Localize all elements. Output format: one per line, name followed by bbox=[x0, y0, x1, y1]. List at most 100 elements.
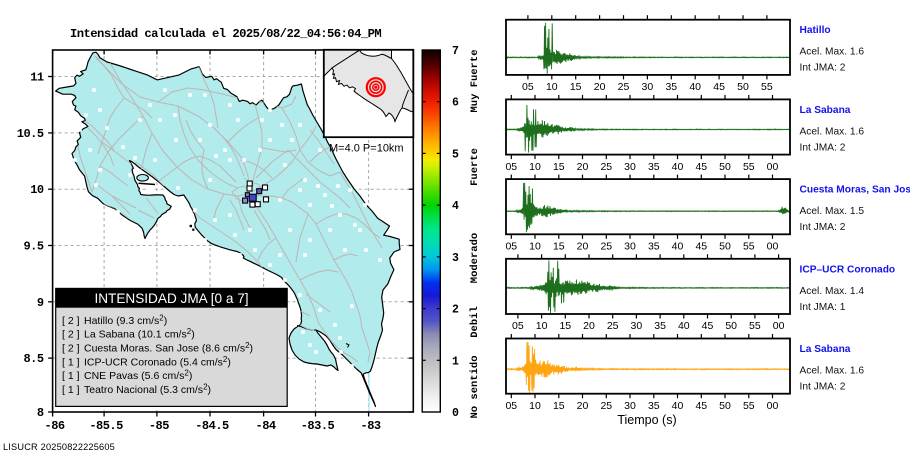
svg-text:Hatillo (9.3 cm/s2): Hatillo (9.3 cm/s2) bbox=[84, 313, 167, 327]
svg-text:05: 05 bbox=[505, 241, 517, 253]
svg-text:-85.5: -85.5 bbox=[89, 419, 123, 433]
svg-text:35: 35 bbox=[648, 161, 660, 173]
svg-text:20: 20 bbox=[577, 400, 589, 412]
svg-text:10: 10 bbox=[529, 241, 541, 253]
svg-text:50: 50 bbox=[719, 241, 731, 253]
svg-text:15: 15 bbox=[570, 81, 582, 93]
svg-text:50: 50 bbox=[719, 161, 731, 173]
svg-text:Fuerte: Fuerte bbox=[469, 148, 481, 186]
svg-text:Acel. Max. 1.6: Acel. Max. 1.6 bbox=[800, 126, 865, 137]
svg-text:25: 25 bbox=[600, 241, 612, 253]
svg-text:[ 1 ]: [ 1 ] bbox=[62, 384, 80, 396]
svg-text:La Sabana (10.1 cm/s2): La Sabana (10.1 cm/s2) bbox=[84, 327, 195, 341]
svg-text:10: 10 bbox=[30, 183, 44, 197]
svg-text:Moderado: Moderado bbox=[469, 233, 481, 283]
svg-text:-84: -84 bbox=[256, 419, 276, 433]
svg-text:10.5: 10.5 bbox=[17, 127, 44, 141]
svg-text:9.5: 9.5 bbox=[23, 240, 43, 254]
svg-text:Cuesta Moras. San Jose (8.6 cm: Cuesta Moras. San Jose (8.6 cm/s2) bbox=[84, 341, 253, 355]
svg-text:55: 55 bbox=[749, 320, 761, 332]
svg-text:05: 05 bbox=[512, 320, 524, 332]
svg-text:25: 25 bbox=[600, 400, 612, 412]
svg-text:55: 55 bbox=[743, 161, 755, 173]
svg-text:55: 55 bbox=[743, 241, 755, 253]
svg-text:15: 15 bbox=[553, 241, 565, 253]
svg-text:Hatillo: Hatillo bbox=[800, 25, 831, 36]
svg-text:Int JMA: 1: Int JMA: 1 bbox=[800, 302, 846, 313]
svg-text:Int JMA: 2: Int JMA: 2 bbox=[800, 382, 846, 393]
svg-text:05: 05 bbox=[522, 81, 534, 93]
svg-text:40: 40 bbox=[689, 81, 701, 93]
svg-text:Tiempo (s): Tiempo (s) bbox=[617, 413, 676, 427]
svg-text:ICP-UCR Coronado (5.4 cm/s2): ICP-UCR Coronado (5.4 cm/s2) bbox=[84, 355, 231, 369]
svg-text:6: 6 bbox=[452, 97, 459, 110]
svg-text:50: 50 bbox=[737, 81, 749, 93]
svg-text:15: 15 bbox=[553, 161, 565, 173]
svg-text:No sentido: No sentido bbox=[469, 355, 481, 418]
svg-text:-84.5: -84.5 bbox=[195, 419, 229, 433]
svg-text:10: 10 bbox=[529, 161, 541, 173]
svg-text:30: 30 bbox=[624, 400, 636, 412]
svg-text:5: 5 bbox=[452, 148, 459, 161]
svg-text:55: 55 bbox=[743, 400, 755, 412]
svg-text:-83: -83 bbox=[361, 419, 381, 433]
svg-text:35: 35 bbox=[648, 241, 660, 253]
svg-text:45: 45 bbox=[695, 400, 707, 412]
svg-text:00: 00 bbox=[767, 161, 779, 173]
svg-text:[ 1 ]: [ 1 ] bbox=[62, 370, 80, 382]
svg-text:0: 0 bbox=[452, 407, 459, 420]
svg-text:55: 55 bbox=[761, 81, 773, 93]
svg-text:15: 15 bbox=[553, 400, 565, 412]
svg-text:40: 40 bbox=[672, 241, 684, 253]
svg-text:45: 45 bbox=[713, 81, 725, 93]
svg-text:35: 35 bbox=[654, 320, 666, 332]
svg-text:20: 20 bbox=[577, 161, 589, 173]
svg-text:Int JMA: 2: Int JMA: 2 bbox=[800, 63, 846, 74]
svg-text:00: 00 bbox=[773, 320, 785, 332]
svg-text:Int JMA: 2: Int JMA: 2 bbox=[800, 142, 846, 153]
svg-text:30: 30 bbox=[624, 241, 636, 253]
svg-text:Acel. Max. 1.5: Acel. Max. 1.5 bbox=[800, 206, 865, 217]
svg-text:8.5: 8.5 bbox=[23, 352, 43, 366]
svg-text:CNE Pavas (5.6 cm/s2): CNE Pavas (5.6 cm/s2) bbox=[84, 369, 192, 383]
svg-text:05: 05 bbox=[505, 400, 517, 412]
svg-text:[ 1 ]: [ 1 ] bbox=[62, 356, 80, 368]
svg-text:40: 40 bbox=[672, 400, 684, 412]
svg-text:M=4.0 P=10km: M=4.0 P=10km bbox=[329, 143, 404, 155]
svg-text:-86: -86 bbox=[45, 419, 65, 433]
svg-text:Int JMA: 2: Int JMA: 2 bbox=[800, 222, 846, 233]
svg-text:40: 40 bbox=[672, 161, 684, 173]
svg-text:Debil: Debil bbox=[469, 306, 481, 338]
svg-text:Acel. Max. 1.6: Acel. Max. 1.6 bbox=[800, 47, 865, 58]
svg-text:1: 1 bbox=[452, 355, 459, 368]
svg-text:45: 45 bbox=[702, 320, 714, 332]
svg-text:35: 35 bbox=[665, 81, 677, 93]
svg-text:40: 40 bbox=[678, 320, 690, 332]
svg-text:ICP–UCR Coronado: ICP–UCR Coronado bbox=[800, 264, 896, 275]
svg-text:15: 15 bbox=[559, 320, 571, 332]
svg-text:[ 2 ]: [ 2 ] bbox=[62, 329, 80, 341]
svg-text:35: 35 bbox=[648, 400, 660, 412]
svg-text:3: 3 bbox=[452, 252, 459, 265]
svg-text:10: 10 bbox=[529, 400, 541, 412]
svg-text:25: 25 bbox=[607, 320, 619, 332]
svg-text:10: 10 bbox=[546, 81, 558, 93]
svg-text:Cuesta Moras, San Jose: Cuesta Moras, San Jose bbox=[800, 185, 910, 196]
svg-text:30: 30 bbox=[624, 161, 636, 173]
svg-text:05: 05 bbox=[505, 161, 517, 173]
svg-text:Teatro Nacional (5.3 cm/s2): Teatro Nacional (5.3 cm/s2) bbox=[84, 383, 211, 397]
svg-text:20: 20 bbox=[577, 241, 589, 253]
svg-text:2: 2 bbox=[452, 304, 459, 317]
svg-text:30: 30 bbox=[631, 320, 643, 332]
svg-text:25: 25 bbox=[600, 161, 612, 173]
svg-text:45: 45 bbox=[695, 161, 707, 173]
svg-text:10: 10 bbox=[536, 320, 548, 332]
svg-text:La Sabana: La Sabana bbox=[800, 105, 851, 116]
svg-text:-85: -85 bbox=[149, 419, 169, 433]
svg-text:La Sabana: La Sabana bbox=[800, 344, 851, 355]
svg-text:11: 11 bbox=[30, 71, 44, 85]
svg-text:50: 50 bbox=[725, 320, 737, 332]
svg-text:4: 4 bbox=[452, 200, 459, 213]
svg-text:25: 25 bbox=[618, 81, 630, 93]
svg-text:7: 7 bbox=[452, 45, 459, 58]
